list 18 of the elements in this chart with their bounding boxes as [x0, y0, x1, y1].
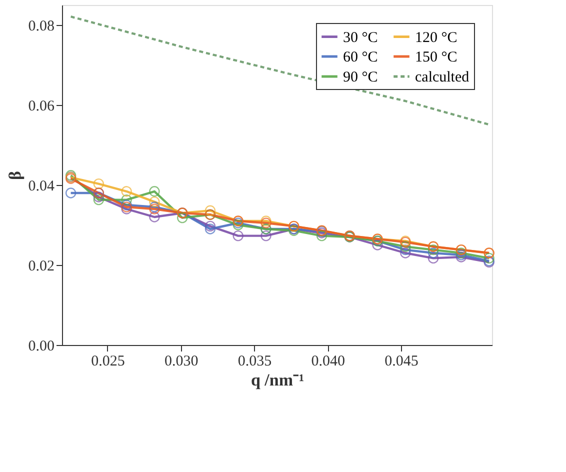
x-tick-label: 0.030	[164, 354, 198, 370]
x-axis-title: q /nm⁻¹	[250, 370, 304, 390]
y-tick-label: 0.02	[28, 258, 54, 274]
x-tick-label: 0.045	[384, 354, 418, 370]
legend-label: 150 °C	[415, 50, 458, 66]
y-tick-label: 0.08	[28, 18, 54, 34]
legend-label: calculted	[415, 70, 470, 86]
legend-label: 60 °C	[343, 50, 378, 66]
x-tick-label: 0.040	[311, 354, 346, 370]
y-tick-label: 0.04	[28, 178, 55, 194]
legend-label: 90 °C	[343, 70, 378, 86]
y-tick-label: 0.00	[28, 338, 54, 354]
legend-label: 30 °C	[343, 30, 378, 46]
y-axis-title: β	[5, 170, 24, 180]
legend-label: 120 °C	[415, 30, 458, 46]
x-tick-label: 0.035	[238, 354, 272, 370]
x-tick-label: 0.025	[91, 354, 125, 370]
y-tick-label: 0.06	[28, 98, 55, 114]
